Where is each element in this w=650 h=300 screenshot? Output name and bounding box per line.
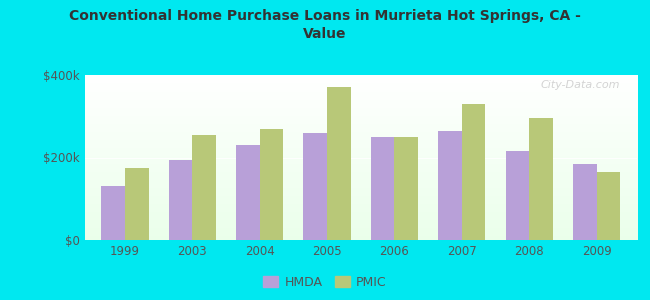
Bar (260, 129, 283, 240)
Bar (506, 151, 529, 240)
Bar (192, 135, 216, 240)
Bar (462, 104, 486, 240)
Bar (438, 131, 462, 240)
Bar (304, 133, 327, 240)
Bar (169, 160, 192, 240)
Bar (371, 137, 395, 240)
Legend: HMDA, PMIC: HMDA, PMIC (258, 271, 392, 294)
Bar (529, 118, 552, 240)
Bar (101, 186, 125, 240)
Text: City-Data.com: City-Data.com (541, 80, 620, 90)
Bar (125, 168, 148, 240)
Bar (236, 145, 260, 240)
Bar (597, 172, 620, 240)
Bar (573, 164, 597, 240)
Text: Conventional Home Purchase Loans in Murrieta Hot Springs, CA -
Value: Conventional Home Purchase Loans in Murr… (69, 9, 581, 41)
Bar (327, 87, 350, 240)
Bar (395, 137, 418, 240)
